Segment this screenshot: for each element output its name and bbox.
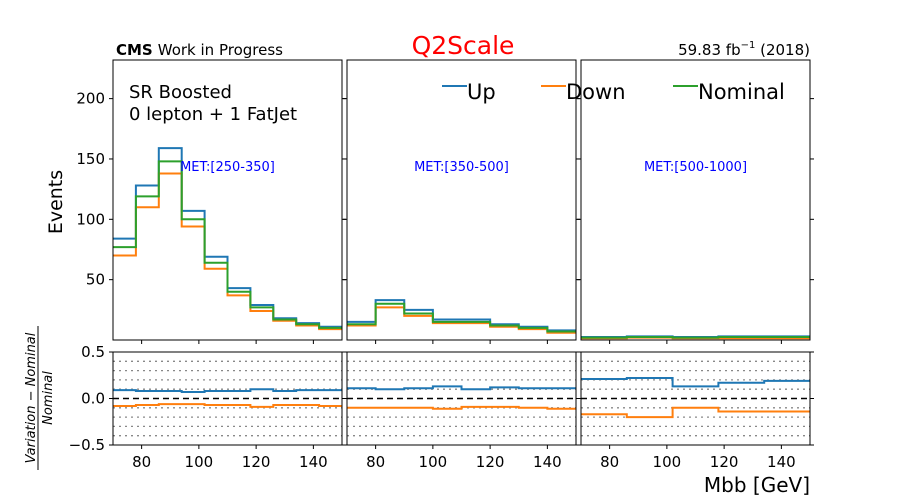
selection-label: 0 lepton + 1 FatJet [129, 104, 297, 125]
legend-label: Up [467, 80, 496, 104]
x-tick-label: 120 [710, 453, 739, 471]
met-bin-label: MET:[350-500] [414, 160, 509, 175]
x-axis-label: Mbb [GeV] [704, 473, 810, 497]
series-nominal-step [347, 302, 576, 333]
panel-1: 50 100 150 200 MET:[250-350] −0.5 0.0 0.5 80 100 1… [69, 59, 346, 471]
ratio-numerator: Variation − Nominal [24, 332, 39, 463]
ratio-content [113, 360, 342, 437]
cms-label: CMS Work in Progress [116, 41, 283, 59]
x-tick-label: 100 [185, 453, 214, 471]
ratio-up-step [347, 385, 576, 391]
x-tick-label: 140 [767, 453, 796, 471]
x-tick-label: 80 [366, 453, 385, 471]
series-up-step [347, 299, 576, 332]
luminosity-label: 59.83 fb−1 (2018) [678, 40, 810, 59]
legend: Up Down Nominal [442, 80, 785, 104]
y-axis-label: Events [45, 170, 67, 234]
ratio-up-step [581, 377, 810, 388]
ratio-content [581, 360, 810, 437]
cms-word: CMS [116, 41, 153, 59]
y-tick-label: 150 [76, 150, 105, 168]
chart-title: Q2Scale [412, 31, 515, 60]
lumi-value: 59.83 fb [678, 41, 741, 59]
x-tick-label: 120 [242, 453, 271, 471]
top-plot-frame [112, 59, 343, 341]
histograms [581, 335, 810, 340]
x-tick-label: 100 [419, 453, 448, 471]
ratio-y-axis-label: Variation − Nominal Nominal [24, 326, 56, 470]
top-plot-frame [580, 59, 811, 341]
x-tick-label: 140 [299, 453, 328, 471]
x-tick-label: 140 [533, 453, 562, 471]
panel-2: MET:[350-500] 80 100 120 140 [343, 59, 580, 471]
series-down-step [347, 306, 576, 334]
x-tick-label: 100 [653, 453, 682, 471]
lumi-exponent: −1 [741, 40, 756, 51]
x-tick-label: 80 [132, 453, 151, 471]
met-bin-label: MET:[250-350] [180, 160, 275, 175]
legend-entry-up: Up [442, 80, 496, 104]
ratio-down-step [581, 406, 810, 419]
ratio-y-tick-label: −0.5 [69, 436, 105, 454]
ratio-down-step [113, 403, 342, 408]
y-tick-label: 100 [76, 210, 105, 228]
ratio-up-step [113, 388, 342, 393]
ratio-y-tick-label: 0.5 [81, 343, 105, 361]
region-label: SR Boosted [129, 82, 232, 103]
legend-label: Nominal [698, 80, 785, 104]
chart-panels: 50 100 150 200 MET:[250-350] −0.5 0.0 0.5 80 100 1… [69, 59, 814, 471]
met-bin-label: MET:[500-1000] [644, 160, 747, 175]
series-nominal-step [113, 160, 342, 329]
x-tick-label: 120 [476, 453, 505, 471]
legend-label: Down [566, 80, 626, 104]
cms-subtitle: Work in Progress [158, 41, 283, 59]
y-tick-label: 200 [76, 90, 105, 108]
ratio-denominator: Nominal [41, 371, 56, 425]
legend-entry-down: Down [541, 80, 626, 104]
legend-entry-nominal: Nominal [673, 80, 785, 104]
lumi-year: (2018) [755, 41, 810, 59]
series-nominal-step [581, 335, 810, 339]
top-plot-frame [346, 59, 577, 341]
panel-3: MET:[500-1000] 80 100 120 140 [577, 59, 814, 471]
ratio-y-tick-label: 0.0 [81, 390, 105, 408]
x-tick-label: 80 [600, 453, 619, 471]
histograms [347, 299, 576, 334]
histograms [113, 147, 342, 331]
ratio-content [347, 360, 576, 437]
y-tick-label: 50 [86, 271, 105, 289]
ratio-down-step [347, 405, 576, 410]
